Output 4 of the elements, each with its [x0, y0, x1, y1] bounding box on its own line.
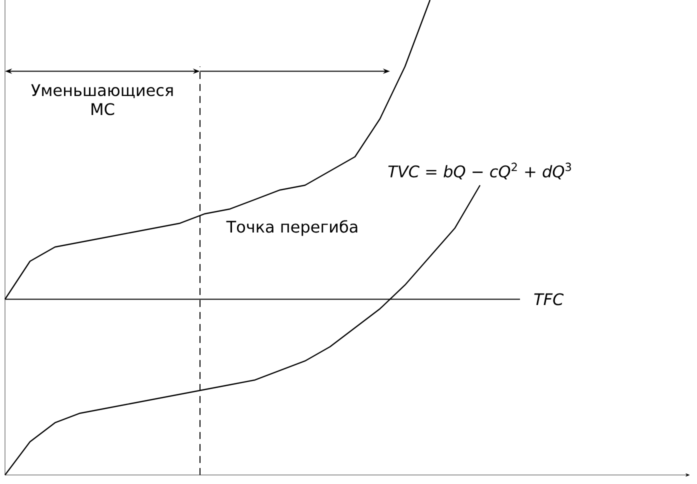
ref-line-label: TFC [534, 293, 564, 306]
annotation: Уменьшающиеся МС [31, 84, 173, 116]
annotation: Точка перегиба [226, 220, 358, 236]
text: TVC = bQ − cQ$^{2}$ + dQ$^{3}$ [388, 162, 571, 180]
